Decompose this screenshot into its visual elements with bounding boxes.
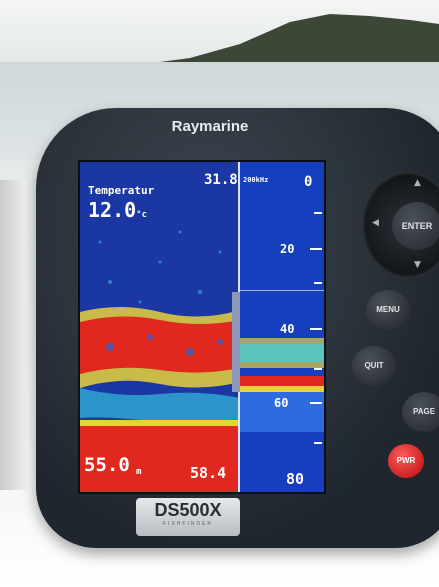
power-button[interactable]: PWR <box>388 444 424 478</box>
boat-rail <box>0 180 26 490</box>
enter-button[interactable]: ENTER <box>392 202 439 250</box>
sonar-screen: Temperatur 12.0°c 31.8 200kHz 0 20 40 60… <box>78 160 326 494</box>
depth-readout: 55.0 <box>84 454 130 476</box>
brand-logo: Raymarine <box>171 118 249 135</box>
scale-tick-60: 60 <box>274 396 289 410</box>
scale-max: 80 <box>286 470 305 488</box>
model-subtitle: FISHFINDER <box>163 521 213 527</box>
page-button[interactable]: PAGE <box>402 392 439 432</box>
sonar-display <box>80 162 324 492</box>
arrow-left-icon[interactable]: ◀ <box>372 218 379 228</box>
temperature-unit: °c <box>136 210 148 220</box>
menu-button[interactable]: MENU <box>366 290 410 330</box>
arrow-down-icon[interactable]: ▼ <box>414 260 421 270</box>
depth-secondary-readout: 58.4 <box>190 464 227 482</box>
arrow-up-icon[interactable]: ▲ <box>414 178 421 188</box>
model-name: DS500X <box>154 500 222 520</box>
model-plate: DS500X FISHFINDER <box>136 498 240 536</box>
frequency-label: 200kHz <box>243 176 269 184</box>
quit-button[interactable]: QUIT <box>352 346 396 386</box>
temperature-label: Temperatur <box>88 184 155 197</box>
scale-tick-20: 20 <box>280 242 295 256</box>
scale-zero: 0 <box>304 174 313 190</box>
depth-unit: m <box>136 467 142 477</box>
temperature-value: 12.0°c <box>88 198 148 222</box>
top-depth-readout: 31.8 <box>204 172 238 188</box>
scale-tick-40: 40 <box>280 322 295 336</box>
